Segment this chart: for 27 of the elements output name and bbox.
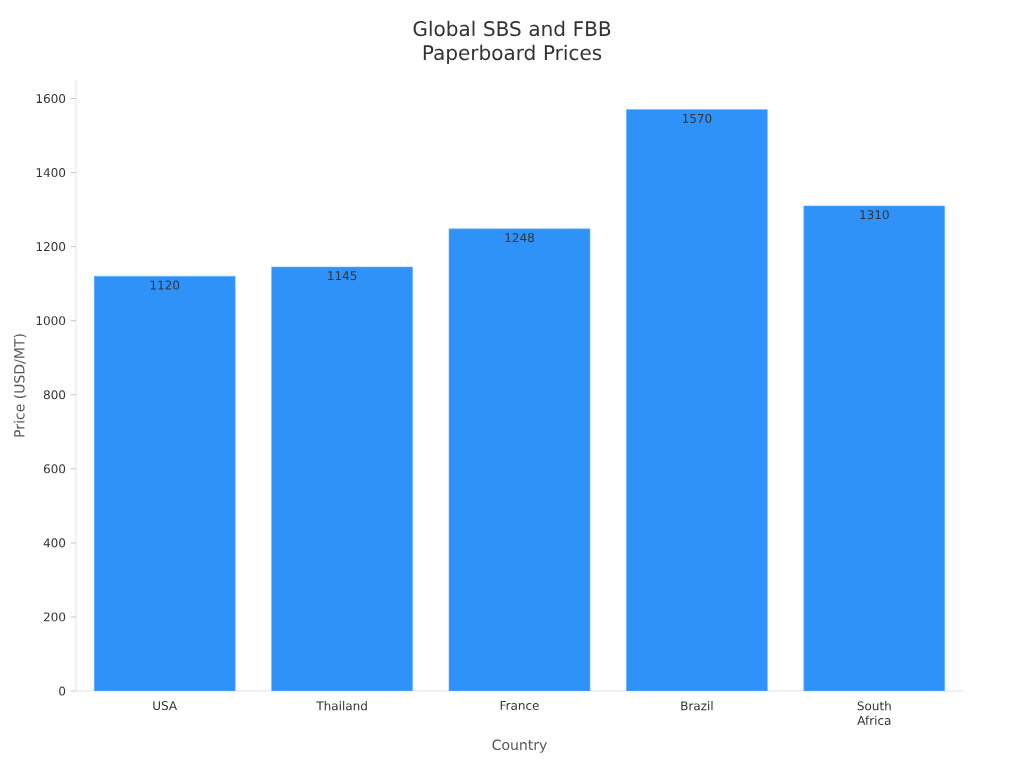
x-axis-title: Country — [492, 739, 547, 753]
x-tick-label: France — [500, 701, 539, 710]
y-tick-label: 600 — [43, 464, 66, 474]
y-axis-title: Price (USD/MT) — [13, 334, 27, 437]
y-tick-label: 1200 — [36, 242, 66, 252]
y-tick-label: 200 — [43, 612, 66, 622]
bar — [626, 109, 768, 691]
data-label: 1145 — [328, 271, 357, 281]
data-label: 1570 — [682, 113, 712, 123]
y-tick-label: 1000 — [36, 316, 66, 326]
y-tick-label: 800 — [43, 390, 66, 400]
y-tick-label: 1600 — [36, 93, 66, 104]
x-tick-label: Brazil — [681, 701, 713, 711]
bar — [271, 266, 413, 691]
y-tick-label: 400 — [43, 538, 66, 548]
x-tick-label: Thailand — [316, 701, 367, 711]
y-tick-label: 1400 — [36, 168, 66, 178]
data-label: 1310 — [860, 210, 889, 220]
x-tick-label: USA — [153, 701, 178, 711]
chart-title: Global SBS and FBB Paperboard Prices — [413, 20, 611, 65]
bar — [93, 275, 236, 691]
y-tick-label: 0 — [59, 686, 66, 696]
bar — [803, 205, 946, 691]
data-label: 1120 — [150, 280, 180, 290]
x-tick-label: South Africa — [857, 701, 891, 725]
data-label: 1248 — [505, 233, 534, 243]
bar — [448, 228, 591, 691]
